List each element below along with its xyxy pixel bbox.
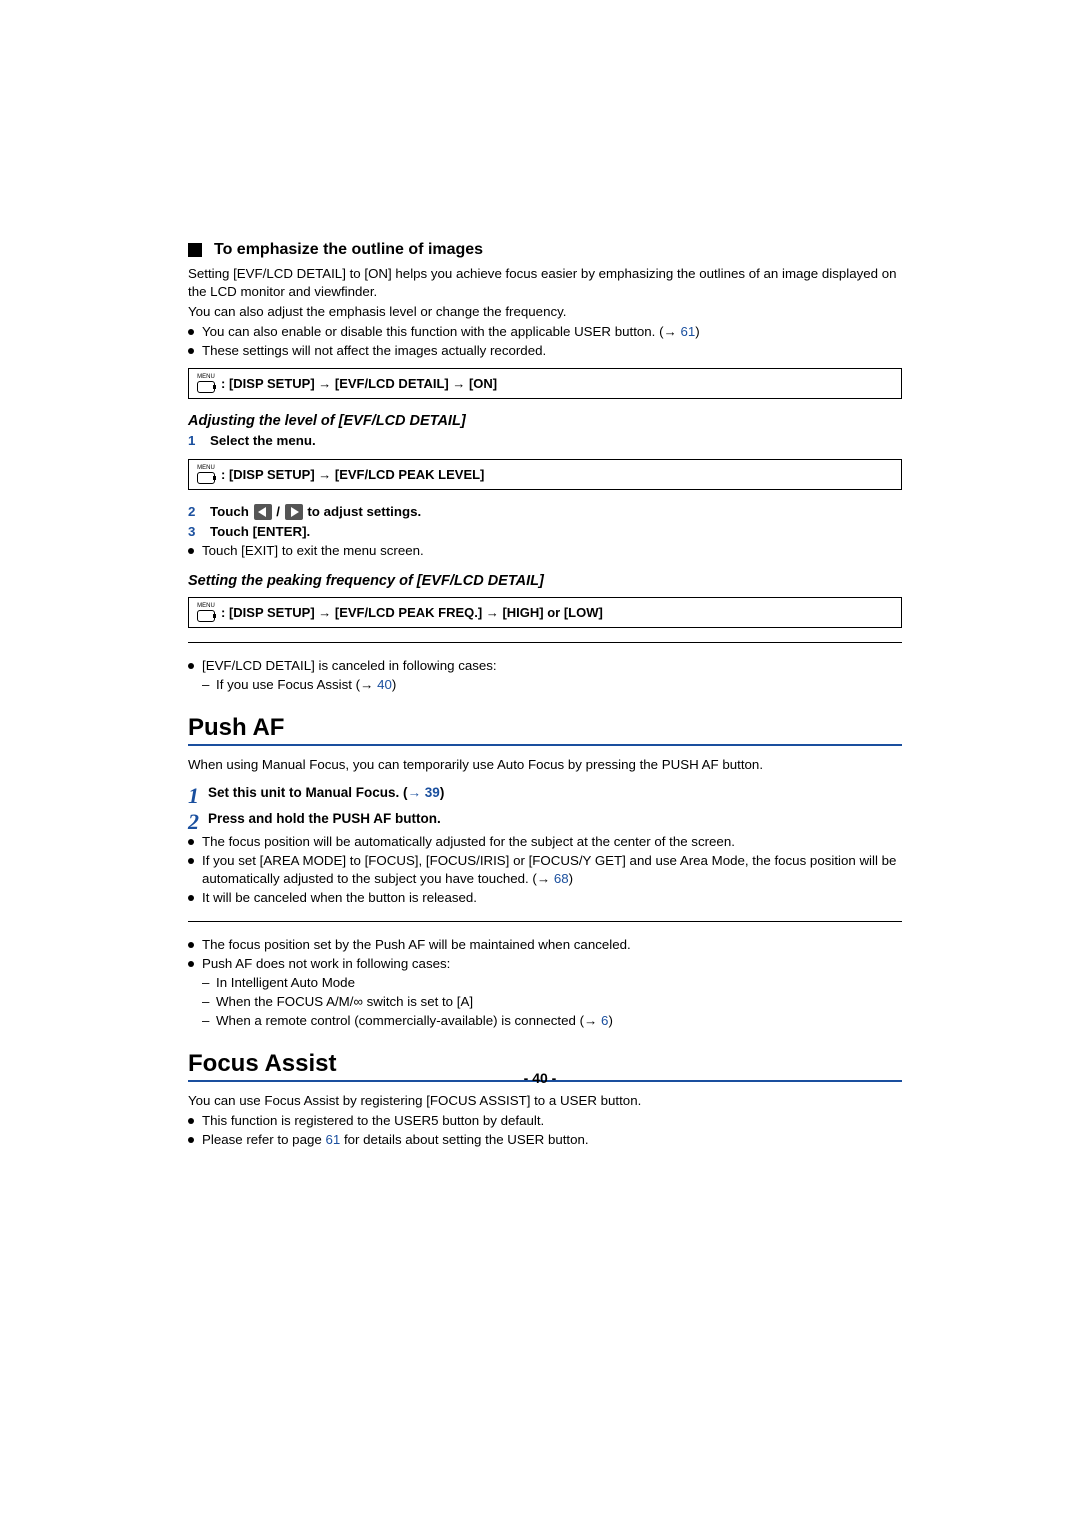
list-item-dash: If you use Focus Assist (→ 40) [188, 676, 902, 694]
triangle-left-icon [254, 504, 272, 520]
subheading-text: To emphasize the outline of images [214, 241, 483, 259]
step: 3 Touch [ENTER]. [188, 522, 902, 542]
step-text-post: to adjust settings. [304, 504, 421, 519]
list-item: Please refer to page 61 for details abou… [188, 1131, 902, 1149]
text: ) [608, 1013, 612, 1028]
triangle-right-icon [285, 504, 303, 520]
list-item-dash: When a remote control (commercially-avai… [188, 1012, 902, 1030]
big-step-text: Press and hold the PUSH AF button. [208, 811, 441, 826]
step: 1 Select the menu. [188, 431, 902, 451]
arrow-icon: → [360, 677, 377, 692]
list-item: The focus position will be automatically… [188, 833, 902, 851]
list-item: If you set [AREA MODE] to [FOCUS], [FOCU… [188, 852, 902, 888]
paragraph: Setting [EVF/LCD DETAIL] to [ON] helps y… [188, 265, 902, 301]
text: ) [569, 871, 573, 886]
page-number: - 40 - [0, 1070, 1080, 1086]
list-item: This function is registered to the USER5… [188, 1112, 902, 1130]
menu-path-text: : [DISP SETUP] → [EVF/LCD DETAIL] → [ON] [221, 376, 497, 391]
menu-icon: MENU [197, 465, 215, 484]
divider [188, 642, 902, 643]
menu-icon-label: MENU [197, 603, 215, 609]
page-ref-link[interactable]: 39 [425, 785, 440, 800]
square-bullet-icon [188, 243, 202, 257]
arrow-icon: → [537, 871, 554, 886]
text: ) [695, 324, 699, 339]
text: ) [392, 677, 396, 692]
divider [188, 921, 902, 922]
list-item: The focus position set by the Push AF wi… [188, 936, 902, 954]
step-text-mid: / [273, 504, 284, 519]
page-ref-link[interactable]: 61 [325, 1132, 340, 1147]
list-item-dash: In Intelligent Auto Mode [188, 974, 902, 992]
menu-path-box: MENU : [DISP SETUP] → [EVF/LCD PEAK FREQ… [188, 597, 902, 628]
paragraph: You can also adjust the emphasis level o… [188, 303, 902, 321]
step-number: 2 [188, 502, 195, 522]
list-item: [EVF/LCD DETAIL] is canceled in followin… [188, 657, 902, 675]
text: If you use Focus Assist ( [216, 677, 360, 692]
italic-subheading: Adjusting the level of [EVF/LCD DETAIL] [188, 413, 902, 429]
list-item: These settings will not affect the image… [188, 342, 902, 360]
step: 2 Touch / to adjust settings. [188, 502, 902, 522]
big-step: 1 Set this unit to Manual Focus. (→ 39) [188, 782, 902, 804]
menu-icon-label: MENU [197, 374, 215, 380]
menu-icon: MENU [197, 603, 215, 622]
page-ref-link[interactable]: 40 [377, 677, 392, 692]
list-item: Touch [EXIT] to exit the menu screen. [188, 542, 902, 560]
arrow-icon: → [584, 1013, 601, 1028]
menu-path-text: : [DISP SETUP] → [EVF/LCD PEAK LEVEL] [221, 467, 484, 482]
big-step-text-pre: Set this unit to Manual Focus. ( [208, 785, 408, 800]
manual-page: To emphasize the outline of images Setti… [0, 0, 1080, 1149]
big-step: 2 Press and hold the PUSH AF button. [188, 808, 902, 830]
text: You can also enable or disable this func… [202, 324, 664, 339]
paragraph: When using Manual Focus, you can tempora… [188, 756, 902, 774]
text: Please refer to page [202, 1132, 325, 1147]
arrow-icon: → [664, 324, 681, 339]
step-text: Touch [ENTER]. [210, 524, 310, 539]
step-number: 1 [188, 431, 195, 451]
list-item: You can also enable or disable this func… [188, 323, 902, 341]
text: When a remote control (commercially-avai… [216, 1013, 584, 1028]
menu-icon: MENU [197, 374, 215, 393]
arrow-icon: → [408, 785, 425, 800]
list-item: Push AF does not work in following cases… [188, 955, 902, 973]
list-item-dash: When the FOCUS A/M/∞ switch is set to [A… [188, 993, 902, 1011]
page-ref-link[interactable]: 68 [554, 871, 569, 886]
step-text-pre: Touch [210, 504, 253, 519]
menu-path-box: MENU : [DISP SETUP] → [EVF/LCD DETAIL] →… [188, 368, 902, 399]
menu-path-box: MENU : [DISP SETUP] → [EVF/LCD PEAK LEVE… [188, 459, 902, 490]
menu-icon-label: MENU [197, 465, 215, 471]
page-ref-link[interactable]: 61 [681, 324, 696, 339]
text: for details about setting the USER butto… [340, 1132, 588, 1147]
step-number: 3 [188, 522, 195, 542]
step-text: Select the menu. [210, 433, 316, 448]
big-step-text-post: ) [440, 785, 445, 800]
menu-path-text: : [DISP SETUP] → [EVF/LCD PEAK FREQ.] → … [221, 605, 603, 620]
list-item: It will be canceled when the button is r… [188, 889, 902, 907]
section-heading-pushaf: Push AF [188, 714, 902, 746]
italic-subheading: Setting the peaking frequency of [EVF/LC… [188, 573, 902, 589]
subheading-emphasize: To emphasize the outline of images [188, 241, 902, 259]
paragraph: You can use Focus Assist by registering … [188, 1092, 902, 1110]
